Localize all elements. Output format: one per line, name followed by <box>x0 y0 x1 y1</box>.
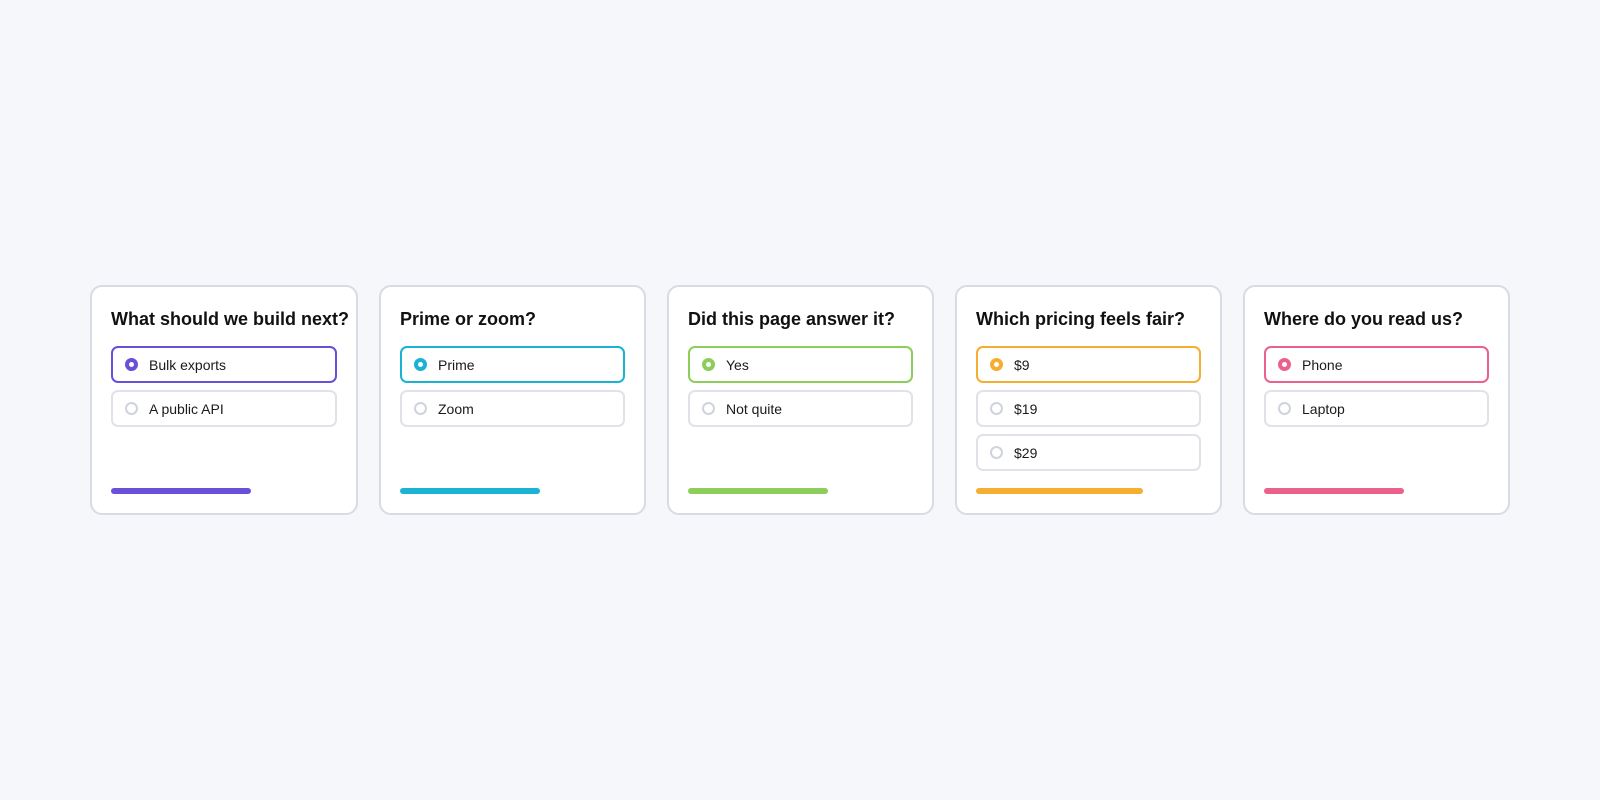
poll-card: What should we build next? Bulk exports … <box>90 285 358 515</box>
radio-icon <box>990 446 1003 459</box>
poll-option[interactable]: Yes <box>688 346 913 383</box>
progress-fill <box>400 488 540 494</box>
poll-option-label: Not quite <box>726 400 783 417</box>
poll-options: Bulk exports A public API <box>111 346 337 427</box>
poll-option[interactable]: A public API <box>111 390 337 427</box>
poll-options: Prime Zoom <box>400 346 625 427</box>
polls-row: What should we build next? Bulk exports … <box>90 285 1510 515</box>
progress-fill <box>976 488 1143 494</box>
radio-icon <box>414 358 427 371</box>
radio-icon <box>990 402 1003 415</box>
poll-option-label: A public API <box>149 400 224 417</box>
poll-card: Where do you read us? Phone Laptop <box>1243 285 1510 515</box>
radio-icon <box>125 402 138 415</box>
progress-bar <box>976 488 1201 494</box>
progress-fill <box>1264 488 1404 494</box>
poll-question: What should we build next? <box>111 309 349 329</box>
poll-option[interactable]: Not quite <box>688 390 913 427</box>
poll-option[interactable]: Phone <box>1264 346 1489 383</box>
poll-card: Prime or zoom? Prime Zoom <box>379 285 646 515</box>
poll-option-label: $9 <box>1014 356 1030 373</box>
radio-icon <box>125 358 138 371</box>
radio-icon <box>990 358 1003 371</box>
poll-question: Where do you read us? <box>1264 309 1464 329</box>
poll-options: Yes Not quite <box>688 346 913 427</box>
poll-options: Phone Laptop <box>1264 346 1489 427</box>
poll-option[interactable]: $29 <box>976 434 1201 471</box>
poll-option[interactable]: $19 <box>976 390 1201 427</box>
radio-icon <box>1278 358 1291 371</box>
radio-icon <box>702 358 715 371</box>
poll-card: Did this page answer it? Yes Not quite <box>667 285 934 515</box>
poll-question: Which pricing feels fair? <box>976 309 1186 329</box>
poll-option-label: Yes <box>726 356 749 373</box>
poll-option[interactable]: $9 <box>976 346 1201 383</box>
poll-card: Which pricing feels fair? $9 $19 $29 <box>955 285 1222 515</box>
poll-option[interactable]: Prime <box>400 346 625 383</box>
radio-icon <box>1278 402 1291 415</box>
poll-option-label: Laptop <box>1302 400 1345 417</box>
progress-bar <box>1264 488 1489 494</box>
poll-option[interactable]: Bulk exports <box>111 346 337 383</box>
progress-bar <box>111 488 337 494</box>
radio-icon <box>702 402 715 415</box>
poll-option-label: $19 <box>1014 400 1038 417</box>
progress-fill <box>111 488 252 494</box>
poll-option[interactable]: Laptop <box>1264 390 1489 427</box>
poll-option-label: Zoom <box>438 400 474 417</box>
poll-option-label: Prime <box>438 356 475 373</box>
poll-option-label: Bulk exports <box>149 356 227 373</box>
progress-bar <box>400 488 625 494</box>
poll-option-label: Phone <box>1302 356 1343 373</box>
poll-options: $9 $19 $29 <box>976 346 1201 471</box>
poll-option-label: $29 <box>1014 444 1038 461</box>
progress-fill <box>688 488 828 494</box>
progress-bar <box>688 488 913 494</box>
poll-question: Did this page answer it? <box>688 309 896 329</box>
poll-question: Prime or zoom? <box>400 309 537 329</box>
radio-icon <box>414 402 427 415</box>
poll-option[interactable]: Zoom <box>400 390 625 427</box>
